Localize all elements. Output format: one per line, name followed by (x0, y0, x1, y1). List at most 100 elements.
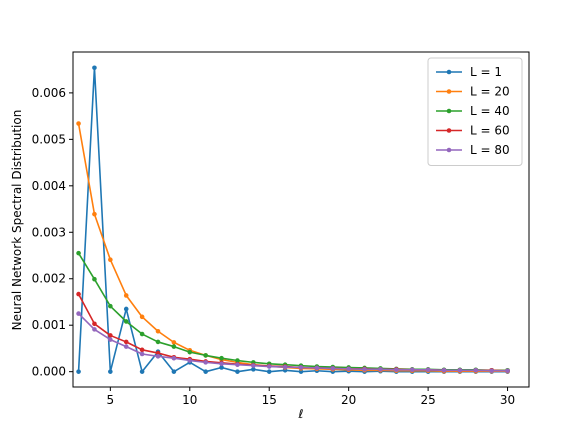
x-tick-label: 25 (420, 393, 435, 407)
data-point (108, 333, 113, 338)
data-point (92, 321, 97, 327)
data-point (425, 367, 431, 373)
data-point (123, 339, 129, 345)
legend-marker (446, 128, 452, 133)
data-point (330, 366, 336, 371)
data-point (235, 362, 240, 367)
data-point (123, 319, 129, 324)
data-point (123, 344, 129, 349)
legend: L = 1 L = 20 L = 40 L = 60 L = 80 (427, 57, 523, 166)
legend-label: L = 1 (470, 65, 502, 79)
data-point (203, 353, 208, 358)
data-point (235, 369, 240, 374)
data-point (171, 369, 177, 374)
data-point (298, 365, 304, 370)
legend-item: L = 40 (436, 104, 510, 118)
data-point (108, 369, 113, 374)
data-point (219, 355, 224, 361)
data-point (139, 351, 145, 357)
legend-item: L = 60 (436, 124, 510, 138)
data-point (123, 306, 129, 312)
series-5 (76, 311, 510, 374)
data-point (473, 367, 479, 373)
data-point (251, 363, 256, 368)
data-point (155, 350, 161, 356)
data-point (139, 347, 145, 353)
legend-item: L = 1 (436, 65, 502, 79)
data-point (76, 121, 81, 126)
data-point (139, 331, 145, 337)
data-point (92, 327, 97, 332)
legend-marker (446, 89, 452, 94)
legend-item: L = 80 (436, 143, 510, 157)
data-point (457, 367, 463, 373)
y-axis-label: Neural Network Spectral Distribution (10, 110, 24, 331)
legend-label: L = 20 (470, 85, 510, 99)
data-point (187, 358, 193, 363)
data-point (378, 367, 383, 372)
data-point (108, 337, 113, 342)
x-tick-label: 30 (500, 393, 515, 407)
data-point (298, 369, 304, 374)
data-point (92, 276, 97, 282)
plot-area (76, 65, 510, 374)
data-point (187, 349, 193, 355)
data-point (409, 367, 415, 373)
data-point (155, 354, 161, 359)
legend-marker (446, 69, 452, 75)
data-point (92, 211, 97, 217)
data-point (251, 367, 256, 372)
y-tick-label: 0.003 (32, 225, 66, 239)
data-point (139, 314, 145, 320)
data-point (155, 339, 161, 345)
data-point (171, 340, 177, 345)
y-tick-label: 0.005 (32, 132, 66, 146)
x-tick-label: 5 (107, 393, 115, 407)
y-axis: 0.000 0.001 0.002 0.003 0.004 0.005 0.006 (32, 86, 73, 379)
legend-box (427, 57, 523, 166)
data-point (155, 328, 161, 334)
data-point (76, 311, 81, 316)
legend-marker (446, 147, 452, 153)
data-point (171, 344, 177, 349)
y-tick-label: 0.002 (32, 272, 66, 286)
data-point (489, 368, 494, 374)
series-line (77, 313, 508, 372)
data-point (235, 358, 240, 363)
legend-label: L = 40 (470, 104, 510, 118)
data-point (346, 366, 351, 372)
data-point (108, 257, 113, 262)
data-point (171, 355, 177, 361)
legend-label: L = 80 (470, 143, 510, 157)
y-tick-label: 0.001 (32, 318, 66, 332)
data-point (219, 361, 224, 367)
data-point (505, 368, 510, 374)
data-point (282, 364, 288, 370)
data-point (362, 367, 367, 372)
y-tick-label: 0.000 (32, 365, 66, 379)
data-point (441, 367, 447, 373)
data-point (139, 369, 145, 374)
data-point (203, 360, 208, 365)
data-point (76, 291, 81, 297)
data-point (266, 364, 272, 369)
y-tick-label: 0.006 (32, 86, 66, 100)
legend-marker (446, 108, 452, 114)
data-point (219, 365, 224, 370)
y-tick-label: 0.004 (32, 179, 66, 193)
data-point (266, 369, 272, 374)
legend-item: L = 20 (436, 85, 510, 99)
data-point (123, 293, 129, 298)
data-point (92, 65, 97, 71)
data-point (76, 369, 81, 374)
x-tick-label: 20 (341, 393, 356, 407)
axes-frame (72, 51, 530, 388)
x-axis-label: ℓ (298, 407, 304, 421)
legend-label: L = 60 (470, 124, 510, 138)
x-axis: 5 10 15 20 25 30 (107, 387, 515, 407)
data-point (394, 367, 399, 373)
x-tick-label: 10 (182, 393, 197, 407)
data-point (314, 365, 320, 371)
x-tick-label: 15 (262, 393, 277, 407)
